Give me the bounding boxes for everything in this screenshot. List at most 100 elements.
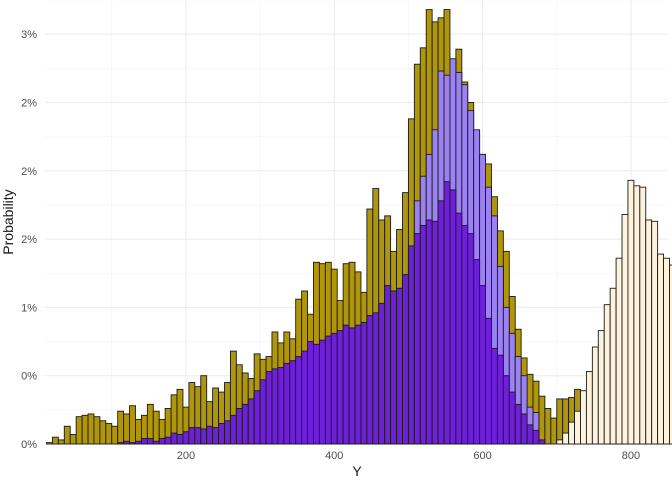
histogram-bar	[532, 429, 540, 445]
y-tick-label: 1%	[21, 302, 37, 314]
histogram-bar	[336, 330, 344, 445]
histogram-bar	[200, 428, 208, 445]
histogram-bar	[597, 330, 605, 445]
histogram-bar	[51, 436, 59, 445]
histogram-bar	[562, 432, 570, 445]
histogram-bar	[206, 425, 214, 445]
histogram-bar	[265, 371, 273, 445]
histogram-bar	[324, 335, 332, 445]
histogram-bar	[413, 233, 421, 445]
histogram-bar	[621, 214, 629, 445]
histogram-bar	[502, 375, 510, 445]
histogram-bars	[46, 9, 672, 445]
histogram-bar	[313, 343, 320, 445]
histogram-bar	[170, 432, 178, 445]
histogram-bar	[295, 356, 303, 445]
histogram-bar	[443, 181, 451, 445]
histogram-bar	[99, 420, 107, 445]
histogram-bar	[87, 413, 95, 445]
histogram-bar	[485, 317, 492, 445]
histogram-bar	[615, 257, 623, 445]
histogram-bar	[390, 290, 398, 445]
histogram-bar	[135, 418, 142, 445]
histogram-bar	[491, 347, 498, 445]
histogram-bar	[372, 312, 380, 445]
histogram-bar	[140, 438, 148, 445]
histogram-bar	[117, 442, 125, 445]
histogram-bar	[253, 390, 261, 445]
histogram-bar	[473, 259, 481, 445]
histogram-bar	[194, 427, 202, 445]
histogram-bar	[556, 398, 564, 445]
histogram-bar	[117, 410, 125, 445]
x-axis-ticks: 200 400 600 800	[177, 450, 640, 462]
histogram-bar	[645, 219, 653, 445]
histogram-bar	[176, 433, 184, 445]
histogram-bar	[158, 438, 166, 445]
histogram-bar	[318, 339, 326, 445]
histogram-bar	[348, 327, 356, 445]
histogram-bar	[461, 224, 469, 445]
histogram-bar	[538, 395, 546, 445]
histogram-bar	[229, 414, 237, 445]
y-axis-title: Probability	[0, 189, 16, 254]
histogram-bar	[378, 302, 386, 445]
histogram-bar	[366, 315, 374, 445]
histogram-bar	[520, 413, 528, 445]
histogram-bar	[235, 408, 243, 445]
histogram-bar	[360, 321, 368, 445]
x-tick-label: 400	[325, 450, 343, 462]
histogram-bar	[508, 391, 516, 445]
histogram-bar	[580, 390, 587, 445]
histogram-bar	[425, 219, 433, 445]
histogram-bar	[651, 220, 659, 445]
histogram-bar	[437, 200, 445, 445]
histogram-bar	[218, 423, 225, 445]
histogram-bar	[384, 285, 392, 445]
x-axis-title: Y	[352, 463, 362, 479]
histogram-bar	[63, 425, 71, 445]
histogram-bar	[129, 405, 136, 445]
histogram-bar	[657, 253, 664, 445]
y-tick-label: 2%	[21, 97, 37, 109]
histogram-bar	[57, 439, 65, 445]
y-tick-label: 0%	[21, 371, 37, 383]
histogram-bar	[467, 233, 475, 445]
histogram-bar	[146, 438, 154, 445]
histogram-bar	[123, 413, 131, 445]
histogram-bar	[663, 257, 670, 445]
histogram-bar	[526, 424, 534, 445]
histogram-bar	[603, 304, 611, 445]
histogram-bar	[544, 408, 552, 445]
histogram-bar	[514, 403, 522, 445]
histogram-bar	[627, 179, 635, 445]
histogram-bar	[431, 220, 439, 445]
histogram-bar	[550, 417, 558, 445]
histogram-bar	[123, 440, 131, 445]
histogram-bar	[568, 421, 575, 445]
histogram-bar	[669, 264, 672, 445]
histogram-bar	[182, 431, 190, 445]
y-tick-label: 3%	[21, 29, 37, 41]
histogram-bar	[241, 403, 249, 445]
histogram-bar	[585, 371, 593, 445]
histogram-bar	[396, 287, 403, 445]
histogram-bar	[247, 398, 255, 445]
y-axis-ticks: 0% 0% 1% 2% 2% 2% 3%	[21, 29, 37, 451]
x-tick-label: 800	[622, 450, 640, 462]
histogram-bar	[289, 360, 297, 445]
y-tick-label: 0%	[21, 439, 37, 451]
histogram-bar	[129, 442, 136, 445]
histogram-bar	[402, 274, 409, 445]
histogram-bar	[455, 212, 463, 445]
x-tick-label: 200	[177, 450, 195, 462]
histogram-bar	[307, 341, 314, 445]
histogram-bar	[152, 410, 160, 445]
histogram-bar	[152, 440, 160, 445]
histogram-bar	[111, 425, 119, 445]
histogram-bar	[188, 427, 196, 445]
histogram-bar	[633, 185, 641, 445]
histogram-bar	[81, 414, 89, 445]
histogram-bar	[407, 245, 415, 445]
